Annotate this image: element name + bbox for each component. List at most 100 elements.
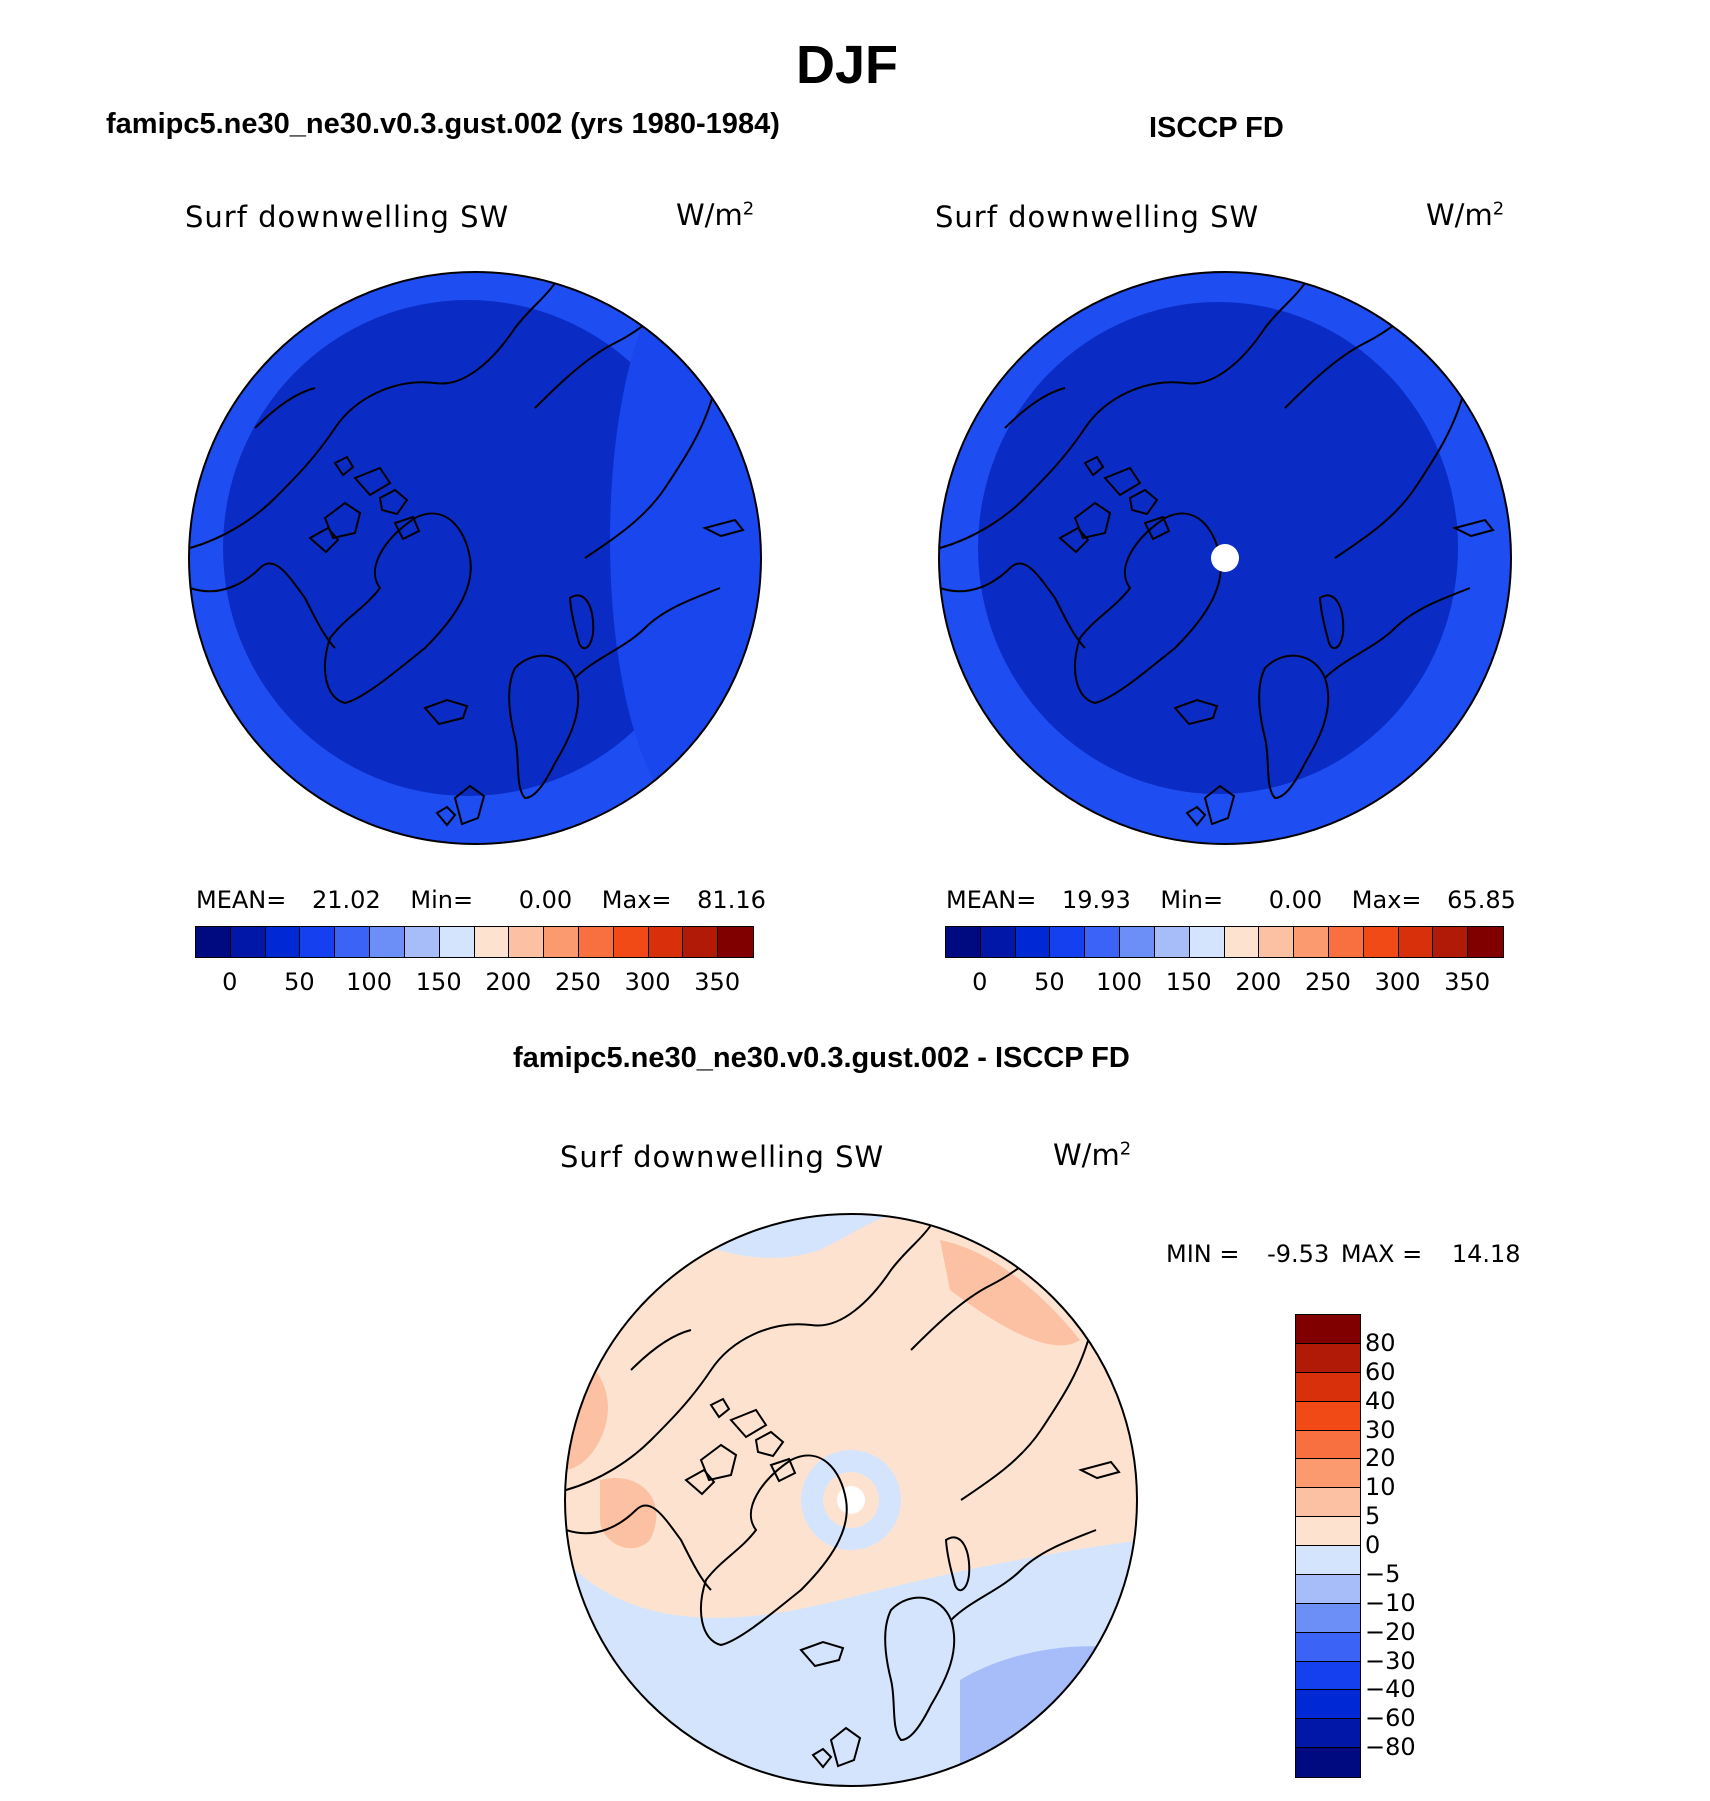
model-units-sup: 2 [742,198,755,220]
colorbar-tick-label: 250 [555,968,601,996]
colorbar-tick-label: 50 [1034,968,1065,996]
obs-min-label: Min= [1160,886,1224,914]
obs-mean-label: MEAN= [946,886,1037,914]
colorbar-tick-label: −5 [1365,1559,1401,1588]
colorbar-swatch [230,927,266,957]
obs-units-sup: 2 [1492,198,1505,220]
colorbar-swatch [1296,1632,1360,1662]
colorbar-tick-label: −40 [1365,1675,1416,1704]
model-units-text: W/m [676,198,743,232]
colorbar-tick-label: 200 [1235,968,1282,996]
colorbar-swatch [1328,927,1364,957]
diff-units-text: W/m [1053,1138,1120,1172]
colorbar-tick-label: 300 [624,968,671,996]
diff-stats: MIN = -9.53 MAX = 14.18 [1166,1240,1521,1268]
colorbar-tick-label: −10 [1365,1588,1416,1617]
diff-units-sup: 2 [1119,1138,1132,1160]
colorbar-swatch [1433,927,1469,957]
colorbar-swatch [1189,927,1225,957]
model-map [189,272,761,844]
diff-colorbar [1295,1314,1361,1778]
colorbar-tick-label: 250 [1305,968,1351,996]
colorbar-swatch [578,927,614,957]
obs-mean-value: 19.93 [1062,886,1131,914]
colorbar-tick-label: 10 [1365,1473,1396,1502]
colorbar-swatch [1296,1343,1360,1373]
colorbar-swatch [613,927,649,957]
colorbar-swatch [980,927,1016,957]
colorbar-swatch [1296,1574,1360,1604]
colorbar-tick-label: −60 [1365,1704,1416,1733]
colorbar-swatch [509,927,545,957]
colorbar-tick-label: 150 [415,968,462,996]
colorbar-swatch [1363,927,1399,957]
colorbar-swatch [335,927,371,957]
colorbar-swatch [1296,1748,1360,1777]
colorbar-tick-label: 30 [1365,1415,1396,1444]
diff-max-label: MAX = [1340,1240,1423,1268]
colorbar-tick-label: −80 [1365,1733,1416,1762]
model-colorbar [195,926,754,958]
colorbar-tick-label: 0 [222,968,238,996]
colorbar-tick-label: 0 [1365,1531,1381,1559]
colorbar-swatch [683,927,719,957]
colorbar-swatch [1296,1430,1360,1460]
diff-panel-header: famipc5.ne30_ne30.v0.3.gust.002 - ISCCP … [513,1042,1130,1074]
colorbar-swatch [1398,927,1434,957]
colorbar-swatch [1296,1459,1360,1489]
colorbar-swatch [1296,1690,1360,1720]
colorbar-swatch [1296,1603,1360,1633]
diff-max-value: 14.18 [1451,1240,1521,1268]
colorbar-swatch [1050,927,1086,957]
model-max-value: 81.16 [697,886,766,914]
colorbar-swatch [946,927,981,957]
colorbar-tick-label: 350 [694,968,741,996]
colorbar-swatch [1294,927,1329,957]
model-mean-label: MEAN= [196,886,287,914]
colorbar-swatch [1296,1315,1360,1344]
model-stats: MEAN= 21.02 Min= 0.00 Max= 81.16 [196,886,766,914]
colorbar-swatch [1224,927,1260,957]
diff-units-label: W/m2 [1053,1138,1131,1172]
colorbar-swatch [439,927,475,957]
obs-map-missing-pole [1211,544,1239,572]
model-min-label: Min= [410,886,474,914]
colorbar-tick-label: −20 [1365,1617,1416,1646]
colorbar-tick-label: 350 [1444,968,1491,996]
colorbar-swatch [648,927,684,957]
diff-min-label: MIN = [1166,1240,1240,1268]
colorbar-swatch [1296,1661,1360,1691]
obs-variable-label: Surf downwelling SW [935,200,1260,234]
obs-colorbar [945,926,1504,958]
colorbar-tick-label: 100 [346,968,392,996]
model-map-border [188,271,762,845]
colorbar-tick-label: 80 [1365,1328,1396,1357]
colorbar-swatch [1154,927,1190,957]
colorbar-tick-label: 150 [1165,968,1212,996]
colorbar-tick-label: 100 [1096,968,1142,996]
obs-units-text: W/m [1426,198,1493,232]
colorbar-swatch [1296,1372,1360,1402]
diff-map-pos2-greenland [600,1478,657,1549]
model-mean-value: 21.02 [312,886,381,914]
diff-map-border [564,1213,1138,1787]
obs-map [939,272,1511,844]
colorbar-tick-label: 300 [1374,968,1421,996]
colorbar-swatch [1468,927,1503,957]
colorbar-tick-label: −30 [1365,1646,1416,1675]
colorbar-swatch [1015,927,1051,957]
obs-units-label: W/m2 [1426,198,1504,232]
colorbar-swatch [1296,1719,1360,1749]
model-units-label: W/m2 [676,198,754,232]
obs-max-value: 65.85 [1447,886,1516,914]
obs-min-value: 0.00 [1268,886,1323,914]
colorbar-swatch [300,927,336,957]
model-variable-label: Surf downwelling SW [185,200,510,234]
colorbar-swatch [370,927,405,957]
colorbar-swatch [196,927,231,957]
obs-panel-header: ISCCP FD [1149,112,1284,144]
colorbar-tick-label: 0 [972,968,988,996]
season-title: DJF [796,35,899,95]
diff-map-pos2-east [940,1240,1080,1346]
